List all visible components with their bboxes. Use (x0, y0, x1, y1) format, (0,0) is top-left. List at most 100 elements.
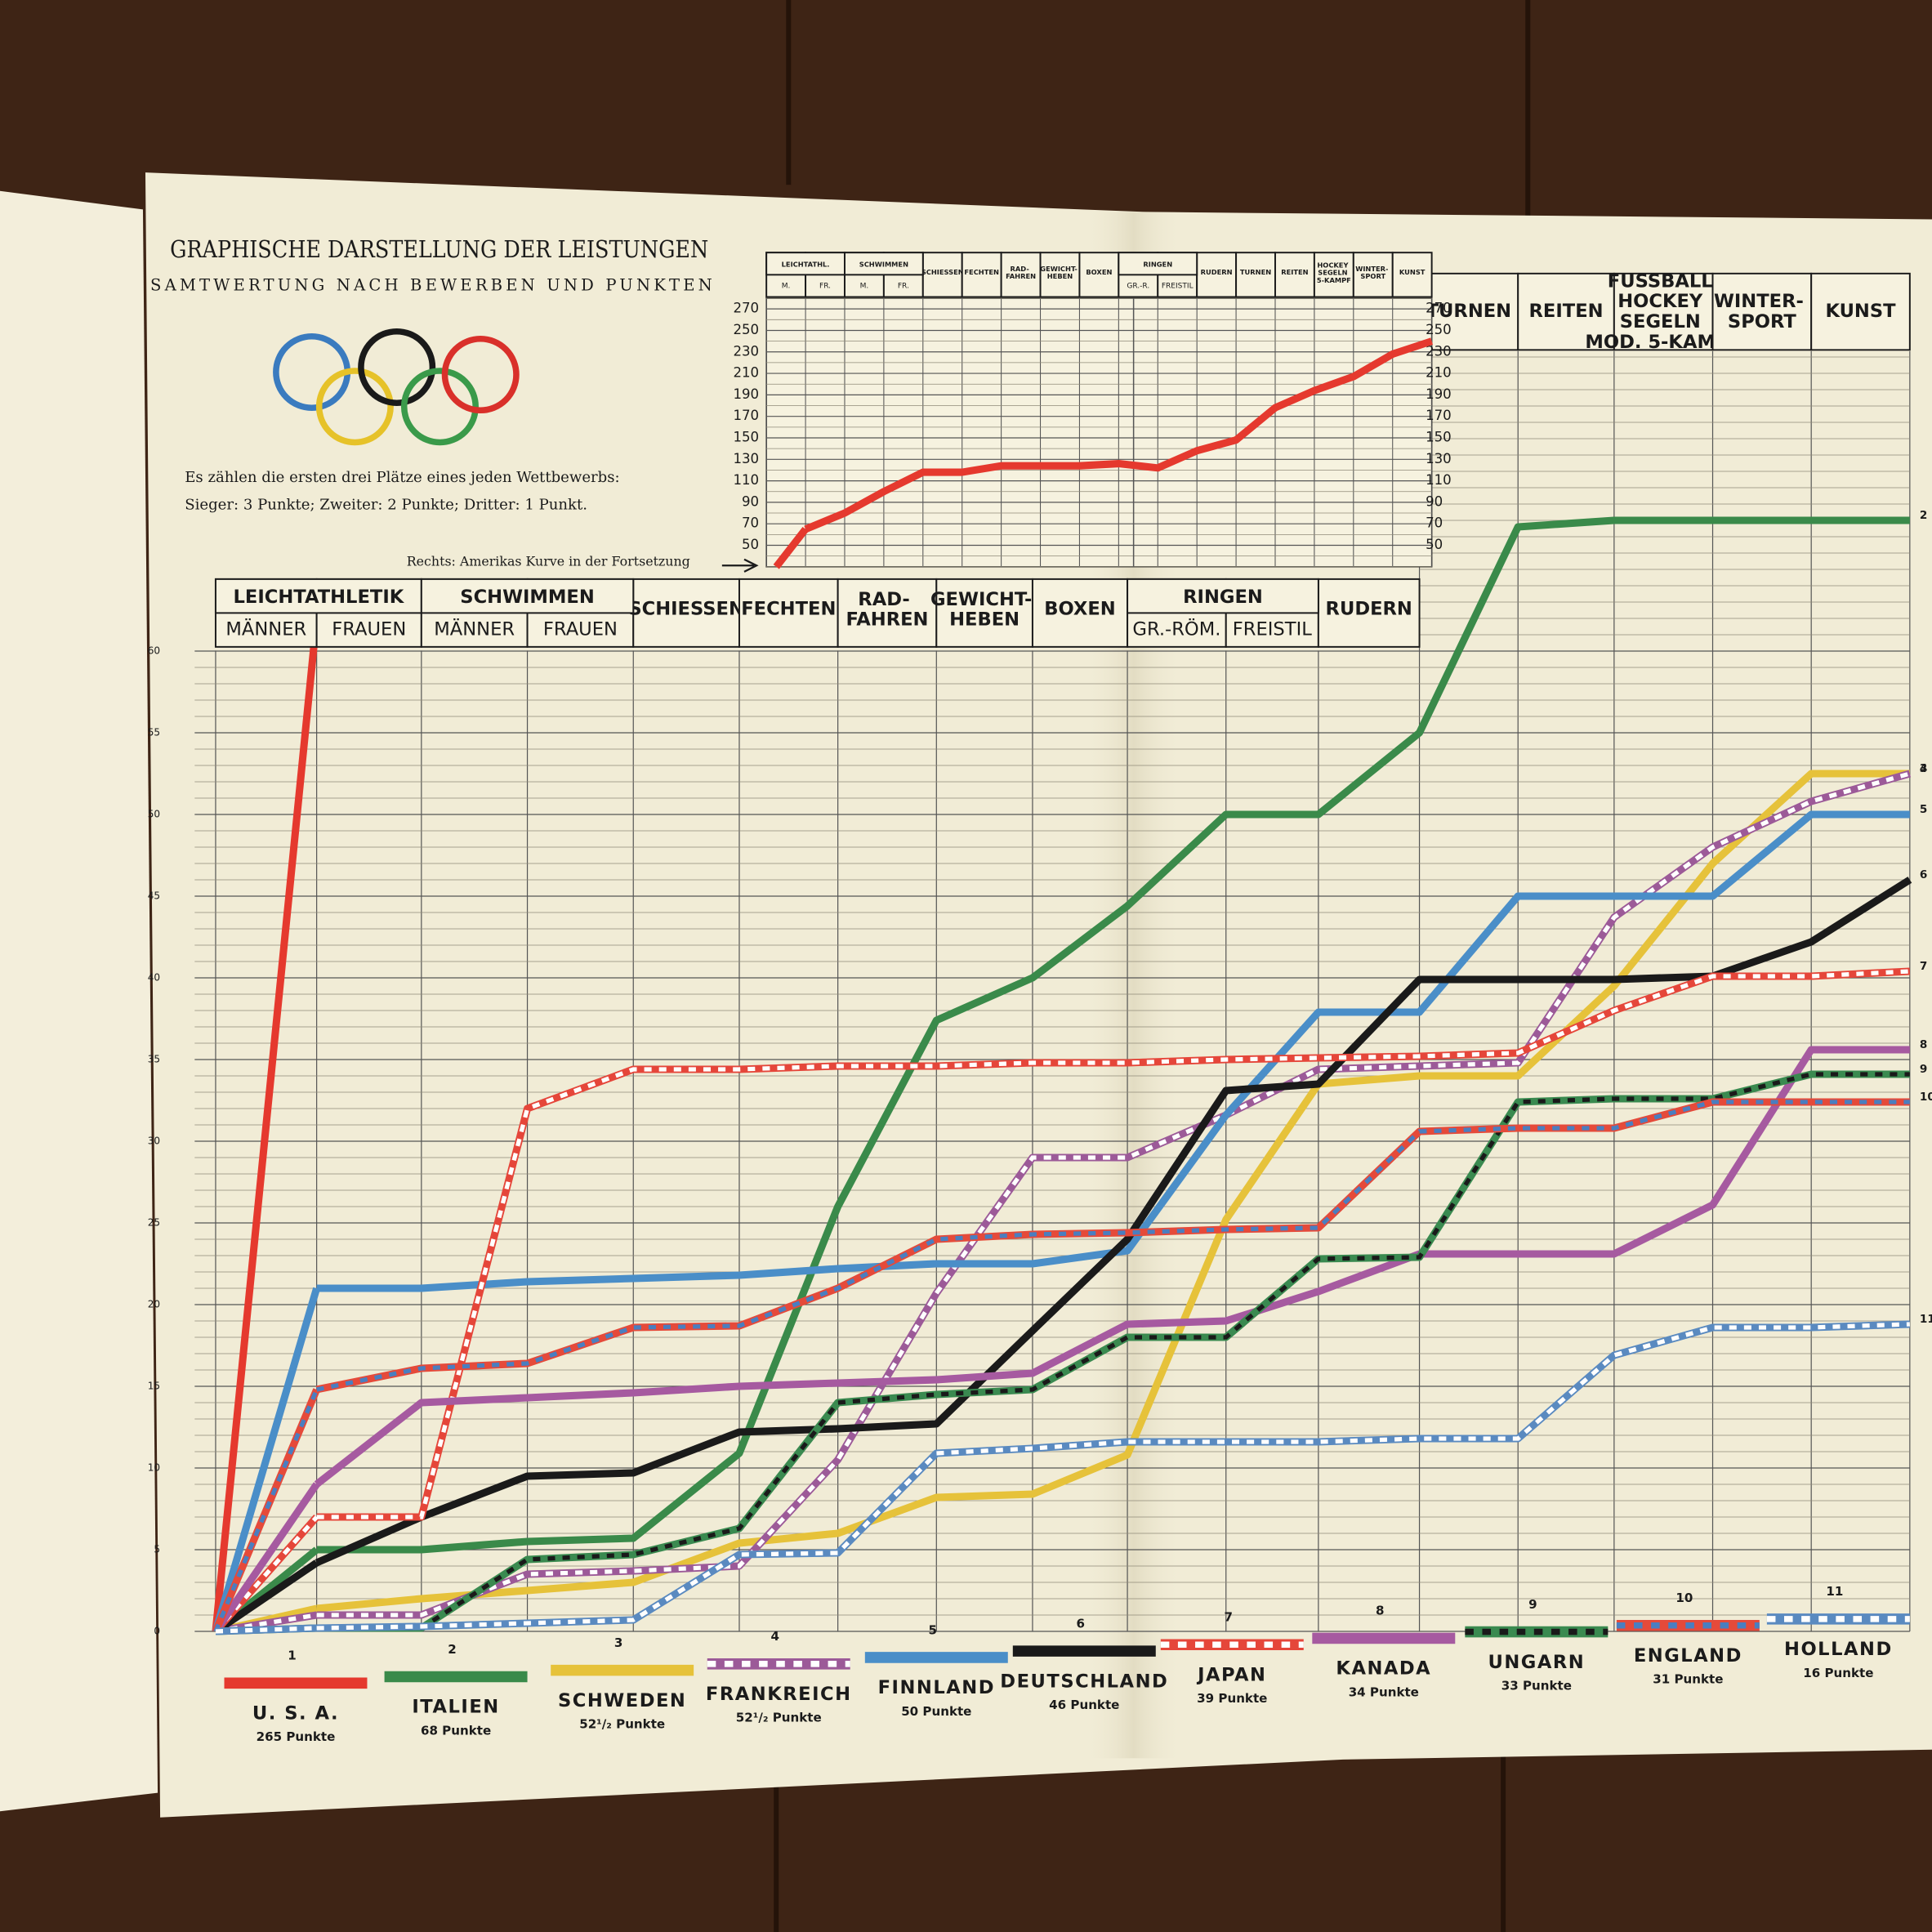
header-label: FECHTEN (741, 599, 836, 620)
header-cell (1196, 252, 1238, 298)
header-label: BOXEN (1044, 599, 1115, 620)
y-tick-label: 30 (148, 1135, 160, 1146)
legend-points: 52¹/₂ Punkte (736, 1711, 822, 1725)
legend-points: 31 Punkte (1653, 1672, 1723, 1687)
legend-name: KANADA (1336, 1658, 1431, 1680)
y-tick-label: 60 (148, 645, 160, 656)
legend-points: 50 Punkte (901, 1704, 971, 1719)
series-line (314, 1046, 1910, 1488)
y-tick-label: 5 (154, 1543, 160, 1555)
legend-rank: 5 (929, 1622, 938, 1637)
header-cell (1317, 578, 1421, 648)
header-sub-label: FR. (819, 282, 831, 290)
header-group-label: SCHWIMMEN (859, 260, 908, 268)
y-tick-label: 50 (1426, 537, 1443, 552)
series-line (316, 770, 1910, 1613)
header-sub-label: M. (782, 282, 791, 290)
header-cell (837, 578, 938, 648)
legend-rank: 10 (1675, 1591, 1693, 1605)
header-label: WINTER- SPORT (1355, 265, 1390, 280)
inset-caption: Rechts: Amerikas Kurve in der Fortsetzun… (407, 553, 690, 569)
header-label: WINTER- SPORT (1714, 291, 1810, 332)
legend-name: HOLLAND (1784, 1639, 1893, 1660)
ring (441, 336, 520, 414)
end-label: 5 (1920, 803, 1927, 816)
end-label: 6 (1920, 868, 1927, 881)
header-label: KUNST (1399, 268, 1426, 276)
header-label: SCHIESSEN (628, 599, 744, 620)
header-label: RUDERN (1201, 268, 1233, 276)
y-tick-label: 190 (1426, 386, 1452, 402)
header-sub-label: MÄNNER (225, 618, 306, 640)
header-label: RAD- FAHREN (846, 588, 928, 630)
y-tick-label: 170 (733, 408, 759, 423)
legend-points: 39 Punkte (1197, 1691, 1267, 1706)
series-line (316, 810, 1910, 1292)
end-label: 9 (1920, 1063, 1927, 1076)
legend-rank: 4 (770, 1629, 779, 1644)
header-sub-label: FRAUEN (332, 619, 406, 640)
y-tick-label: 55 (148, 726, 160, 738)
header-group (1118, 252, 1198, 276)
y-tick-label: 40 (148, 971, 160, 983)
title: GRAPHISCHE DARSTELLUNG DER LEISTUNGEN (170, 235, 708, 263)
legend-points: 52¹/₂ Punkte (579, 1717, 665, 1732)
header-cell (1517, 272, 1615, 351)
y-tick-label: 250 (733, 322, 759, 337)
header-cell (1000, 252, 1042, 298)
legend-name: U. S. A. (252, 1703, 339, 1725)
header-label: TURNEN (1426, 301, 1511, 322)
y-tick-label: 50 (148, 808, 160, 819)
legend-points: 265 Punkte (257, 1729, 336, 1744)
header-cell (1039, 252, 1081, 298)
y-tick-label: 150 (733, 429, 759, 444)
y-tick-label: 35 (148, 1053, 160, 1064)
header-cell (738, 578, 839, 648)
end-label: 4 (1920, 762, 1927, 775)
header-group-label: SCHWIMMEN (460, 587, 595, 608)
subtitle: SAMTWERTUNG NACH BEWERBEN UND PUNKTEN (150, 275, 712, 294)
y-tick-label: 270 (733, 301, 759, 316)
end-label: 2 (1920, 509, 1927, 522)
header-group (765, 252, 846, 276)
header-cell (1313, 252, 1354, 298)
y-tick-label: 110 (733, 472, 759, 488)
note: Sieger: 3 Punkte; Zweiter: 2 Punkte; Dri… (185, 496, 587, 513)
origin-segment-dash (215, 1626, 317, 1634)
y-tick-label: 90 (1426, 493, 1443, 509)
charts: 051015202530354045505560234567891011MÄNN… (148, 252, 1932, 1744)
header-group-label: RINGEN (1143, 260, 1172, 268)
y-tick-label: 230 (733, 343, 759, 359)
header-label: RUDERN (1326, 599, 1412, 620)
inset-line (804, 337, 1434, 533)
inset-frame (765, 297, 1433, 568)
legend-name: DEUTSCHLAND (1000, 1671, 1168, 1692)
y-tick-label: 210 (733, 365, 759, 381)
legend-rank: 11 (1826, 1584, 1843, 1599)
legend-rank: 3 (614, 1635, 623, 1650)
y-tick-label: 70 (1426, 515, 1443, 531)
y-tick-label: 15 (148, 1380, 160, 1391)
origin-segment (213, 1559, 319, 1635)
header-sub-label: FR. (898, 282, 909, 290)
legend-name: UNGARN (1488, 1652, 1585, 1673)
header-cell (1352, 252, 1394, 298)
end-label: 3 (1920, 762, 1927, 775)
origin-segment (212, 618, 321, 1632)
series-line (315, 877, 1912, 1567)
series-line-dash (316, 1072, 1910, 1631)
y-tick-label: 70 (742, 515, 759, 531)
y-tick-label: 130 (1426, 451, 1452, 466)
legend-rank: 1 (288, 1649, 297, 1663)
origin-segment-dash (213, 1515, 319, 1633)
header-group-label: RINGEN (1183, 587, 1263, 608)
header-group (214, 578, 422, 614)
end-label: 10 (1920, 1091, 1932, 1104)
ring (358, 328, 436, 406)
header-label: BOXEN (1086, 268, 1112, 276)
y-tick-label: 110 (1426, 472, 1452, 488)
legend-points: 16 Punkte (1803, 1666, 1873, 1680)
header-label: GEWICHT- HEBEN (1040, 265, 1079, 280)
